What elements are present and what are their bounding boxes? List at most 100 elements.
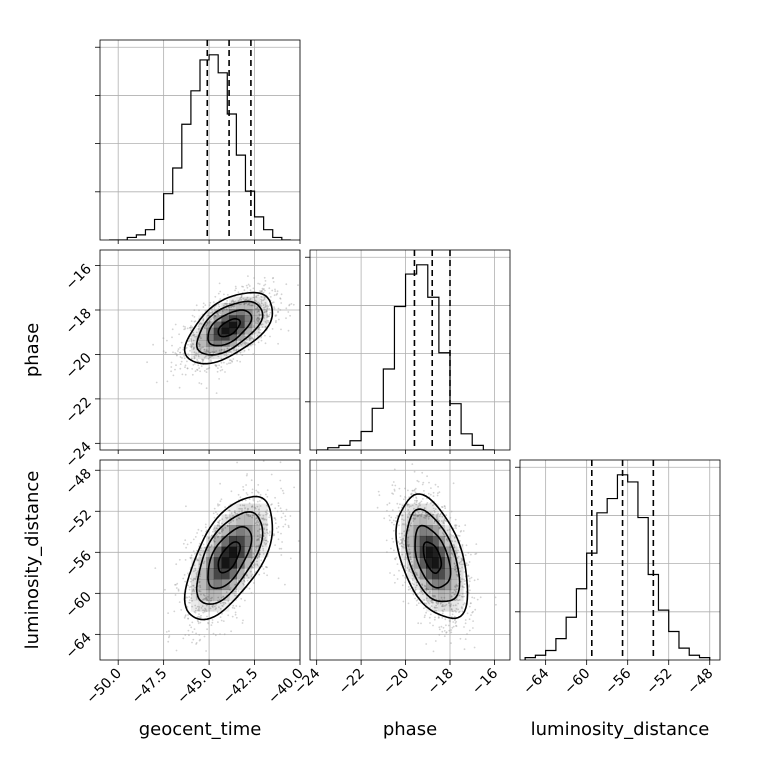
scatter-point bbox=[267, 321, 270, 324]
scatter-point bbox=[208, 321, 211, 324]
scatter-point bbox=[192, 584, 195, 587]
scatter-point bbox=[403, 565, 406, 567]
scatter-point bbox=[394, 484, 397, 487]
scatter-point bbox=[245, 484, 248, 486]
scatter-point bbox=[420, 514, 422, 516]
scatter-point bbox=[262, 527, 265, 529]
scatter-point bbox=[240, 303, 242, 305]
scatter-point bbox=[238, 517, 241, 520]
scatter-point bbox=[461, 558, 464, 561]
scatter-point bbox=[234, 285, 237, 288]
scatter-point bbox=[274, 507, 277, 510]
scatter-point bbox=[224, 302, 227, 305]
scatter-point bbox=[219, 616, 222, 618]
density-cell bbox=[229, 589, 237, 601]
scatter-point bbox=[455, 583, 458, 586]
density-cell bbox=[236, 334, 245, 341]
scatter-point bbox=[219, 532, 222, 535]
density-cell bbox=[444, 535, 452, 547]
density-cell bbox=[229, 302, 237, 310]
scatter-point bbox=[199, 344, 201, 346]
scatter-point bbox=[476, 598, 479, 601]
scatter-point bbox=[266, 531, 269, 534]
scatter-point bbox=[442, 522, 444, 524]
scatter-point bbox=[185, 546, 188, 549]
scatter-point bbox=[208, 320, 211, 323]
scatter-point bbox=[417, 511, 420, 514]
scatter-point bbox=[189, 601, 191, 604]
scatter-point bbox=[239, 339, 242, 342]
scatter-point bbox=[179, 351, 181, 354]
scatter-point bbox=[209, 600, 212, 602]
scatter-point bbox=[458, 525, 461, 527]
density-cells bbox=[190, 503, 268, 612]
scatter-point bbox=[236, 512, 239, 515]
scatter-point bbox=[249, 335, 252, 338]
scatter-point bbox=[403, 519, 405, 521]
scatter-point bbox=[194, 586, 197, 589]
scatter-point bbox=[284, 515, 287, 518]
scatter-point bbox=[407, 544, 410, 547]
scatter-point bbox=[234, 510, 236, 512]
density-cell bbox=[244, 315, 253, 322]
scatter-point bbox=[187, 572, 189, 575]
scatter-point bbox=[253, 277, 256, 279]
scatter-point bbox=[215, 603, 218, 606]
scatter-point bbox=[461, 543, 464, 546]
scatter-point bbox=[231, 360, 233, 362]
scatter-point bbox=[394, 517, 397, 519]
scatter-point bbox=[256, 523, 259, 526]
scatter-point bbox=[199, 553, 201, 556]
scatter-point bbox=[462, 563, 464, 566]
scatter-point bbox=[260, 323, 263, 326]
scatter-point bbox=[256, 307, 259, 309]
density-cell bbox=[252, 302, 260, 310]
scatter-point bbox=[463, 583, 466, 585]
scatter-point bbox=[198, 590, 201, 593]
scatter-point bbox=[397, 541, 400, 543]
scatter-point bbox=[262, 291, 265, 294]
scatter-point bbox=[220, 619, 223, 622]
scatter-point bbox=[256, 317, 259, 320]
scatter-point bbox=[398, 569, 400, 572]
scatter-point bbox=[388, 519, 391, 522]
scatter-point bbox=[184, 615, 187, 618]
scatter-point bbox=[200, 593, 202, 596]
scatter-point bbox=[473, 646, 476, 649]
scatter-point bbox=[455, 591, 457, 593]
scatter-point bbox=[234, 300, 237, 303]
scatter-point bbox=[252, 498, 255, 500]
scatter-point bbox=[275, 293, 278, 296]
scatter-point bbox=[391, 492, 393, 495]
scatter-point bbox=[249, 570, 252, 573]
scatter-point bbox=[409, 556, 411, 558]
scatter-point bbox=[257, 537, 260, 540]
scatter-point bbox=[407, 516, 409, 519]
scatter-point bbox=[270, 473, 273, 476]
density-cell bbox=[252, 503, 260, 515]
scatter-point bbox=[242, 582, 245, 585]
scatter-point bbox=[475, 543, 478, 545]
scatter-point bbox=[249, 297, 252, 300]
scatter-point bbox=[416, 515, 419, 518]
density-cell bbox=[206, 327, 215, 335]
scatter-point bbox=[277, 310, 279, 313]
scatter-point bbox=[273, 307, 276, 310]
density-cell bbox=[407, 535, 414, 547]
scatter-point bbox=[212, 512, 215, 515]
scatter-point bbox=[214, 364, 217, 367]
scatter-point bbox=[279, 298, 282, 300]
scatter-point bbox=[280, 532, 282, 535]
density-cell bbox=[252, 327, 260, 335]
scatter-point bbox=[203, 609, 206, 612]
scatter-point bbox=[464, 524, 467, 527]
scatter-point bbox=[448, 546, 451, 549]
scatter-point bbox=[432, 513, 434, 516]
scatter-point bbox=[451, 591, 454, 594]
scatter-point bbox=[191, 631, 194, 633]
scatter-point bbox=[428, 616, 431, 619]
density-cell bbox=[198, 352, 207, 360]
scatter-point bbox=[246, 296, 249, 299]
scatter-point bbox=[297, 284, 299, 286]
scatter-point bbox=[430, 487, 432, 489]
